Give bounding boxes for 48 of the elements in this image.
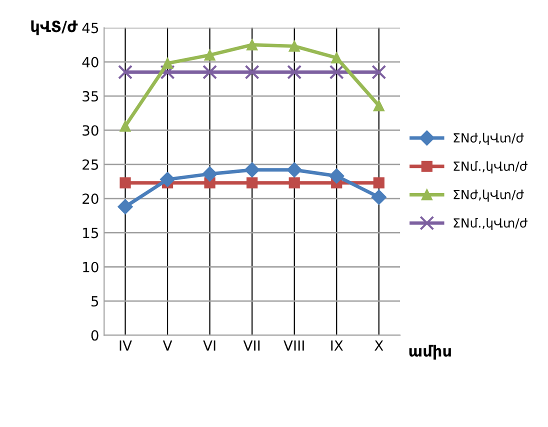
y-tick-label: 35 <box>82 91 98 102</box>
point <box>118 199 133 214</box>
y-tick-label: 45 <box>82 22 98 34</box>
y-tick-label: 25 <box>82 159 98 170</box>
x-tick-label: IV <box>120 340 132 351</box>
point <box>246 39 258 50</box>
point <box>162 58 174 69</box>
point <box>160 64 175 80</box>
point <box>118 64 133 80</box>
point <box>244 64 260 80</box>
y-tick-label: 15 <box>83 228 98 238</box>
point <box>286 162 302 178</box>
point <box>202 166 218 182</box>
point <box>287 64 302 80</box>
y-tick-label: 5 <box>91 296 98 307</box>
x-tick-label: X <box>374 340 384 351</box>
y-tick-label: 10 <box>83 262 98 272</box>
point <box>329 64 344 80</box>
legend-label: ΣNժ,կՎտ/ժ <box>454 132 524 145</box>
point <box>288 40 300 52</box>
x-tick-label: IX <box>331 340 343 351</box>
point <box>288 177 300 188</box>
point <box>204 50 216 61</box>
point <box>373 177 384 188</box>
point <box>371 190 386 205</box>
point <box>120 177 131 188</box>
x-axis-title: ամիս <box>409 344 451 360</box>
point <box>373 100 384 112</box>
y-axis-title: կՎՏ/ժ <box>31 20 78 36</box>
point <box>120 120 131 132</box>
legend-label: ΣNմ.,կՎտ/ժ <box>454 218 528 230</box>
point <box>246 177 258 188</box>
legend-label: ΣNմ.,կՎտ/ժ <box>454 161 528 174</box>
point <box>244 162 260 178</box>
x-tick-label: V <box>162 340 172 351</box>
y-tick-label: 20 <box>82 194 98 204</box>
y-tick-label: 0 <box>91 330 98 341</box>
y-tick-label: 40 <box>82 56 98 68</box>
x-tick-label: VI <box>203 340 216 351</box>
y-tick-label: 30 <box>82 125 98 136</box>
legend-label: ΣNժ,կՎտ/ժ <box>454 190 524 202</box>
point <box>160 172 176 187</box>
point <box>202 64 218 80</box>
x-tick-label: VIII <box>284 340 304 351</box>
point <box>372 64 386 80</box>
point <box>331 52 342 64</box>
point <box>329 168 344 184</box>
x-tick-label: VII <box>243 340 260 351</box>
